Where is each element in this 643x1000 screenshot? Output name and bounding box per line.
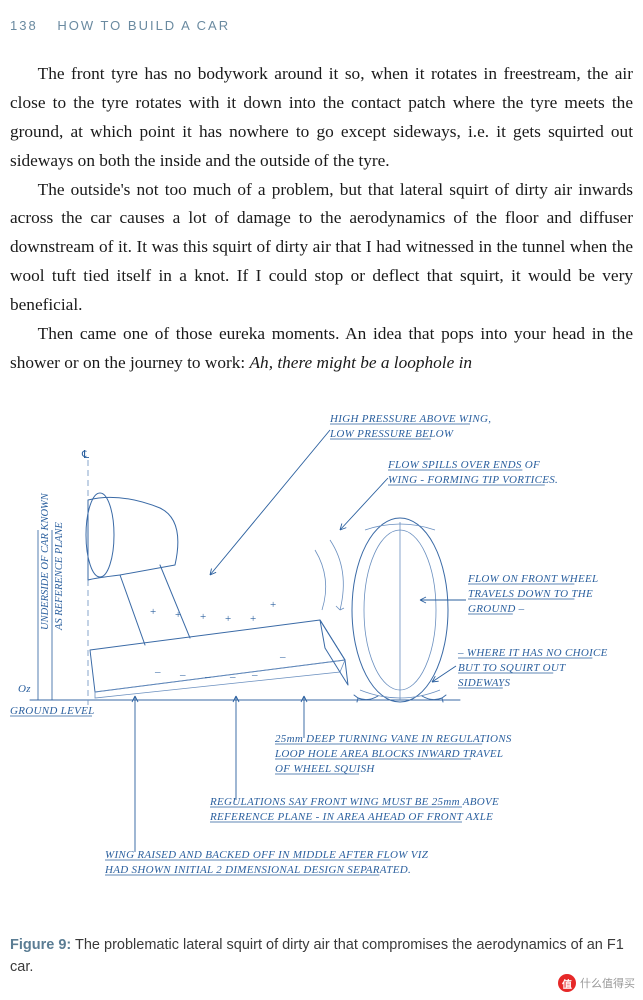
annotation-a5-l2: OF WHEEL SQUISH — [275, 763, 375, 775]
svg-text:+: + — [150, 606, 157, 618]
watermark-text: 什么值得买 — [580, 975, 635, 991]
annotation-a1-l1: LOW PRESSURE BELOW — [329, 428, 454, 440]
annotation-a7-l1: HAD SHOWN INITIAL 2 DIMENSIONAL DESIGN S… — [104, 864, 411, 876]
annotation-a1-l0: HIGH PRESSURE ABOVE WING, — [329, 413, 491, 425]
annotation-a6-l0: REGULATIONS SAY FRONT WING MUST BE 25mm … — [209, 796, 499, 808]
paragraph-1: The front tyre has no bodywork around it… — [10, 60, 633, 176]
annotation-a7-l0: WING RAISED AND BACKED OFF IN MIDDLE AFT… — [105, 849, 429, 861]
figure-caption: Figure 9: The problematic lateral squirt… — [10, 935, 633, 979]
body-text: The front tyre has no bodywork around it… — [10, 60, 633, 378]
figure-9: ℄ UNDERSIDE OF CAR KNOWN AS REFERENCE PL… — [0, 400, 643, 930]
caption-text: The problematic lateral squirt of dirty … — [10, 937, 624, 975]
annotation-a2-l1: WING - FORMING TIP VORTICES. — [388, 474, 558, 486]
svg-text:–: – — [179, 669, 186, 681]
svg-text:+: + — [270, 599, 277, 611]
svg-text:+: + — [225, 613, 232, 625]
paragraph-3: Then came one of those eureka moments. A… — [10, 320, 633, 378]
annotation-a3-l2: GROUND – — [468, 603, 525, 615]
svg-text:+: + — [175, 609, 182, 621]
diagram-svg: ℄ UNDERSIDE OF CAR KNOWN AS REFERENCE PL… — [0, 400, 643, 930]
axis-ref-1: UNDERSIDE OF CAR KNOWN — [40, 492, 51, 630]
annotation-a2-l0: FLOW SPILLS OVER ENDS OF — [387, 459, 540, 471]
annotation-a4-l2: SIDEWAYS — [458, 677, 511, 689]
annotation-a3-l1: TRAVELS DOWN TO THE — [468, 588, 593, 600]
watermark: 值 什么值得买 — [552, 970, 641, 996]
annotation-a4-l0: – WHERE IT HAS NO CHOICE — [457, 647, 608, 659]
svg-text:–: – — [229, 671, 236, 683]
svg-text:+: + — [250, 613, 257, 625]
svg-text:–: – — [279, 651, 286, 663]
figure-number: Figure 9: — [10, 937, 71, 953]
running-head: 138 HOW TO BUILD A CAR — [10, 18, 633, 33]
page-number: 138 — [10, 18, 38, 33]
book-page: 138 HOW TO BUILD A CAR The front tyre ha… — [0, 0, 643, 1000]
annotation-a5-l0: 25mm DEEP TURNING VANE IN REGULATIONS — [275, 733, 512, 745]
annotation-a3-l0: FLOW ON FRONT WHEEL — [467, 573, 598, 585]
svg-text:–: – — [204, 671, 211, 683]
annotation-a6-l1: REFERENCE PLANE - IN AREA AHEAD OF FRONT… — [209, 811, 493, 823]
svg-text:+: + — [200, 611, 207, 623]
ground-label: GROUND LEVEL — [10, 705, 95, 717]
watermark-icon: 值 — [558, 974, 576, 992]
paragraph-2: The outside's not too much of a problem,… — [10, 176, 633, 320]
oz-label: Oz — [18, 683, 31, 695]
annotation-a5-l1: LOOP HOLE AREA BLOCKS INWARD TRAVEL — [274, 748, 503, 760]
annotation-a4-l1: BUT TO SQUIRT OUT — [458, 662, 566, 674]
centerline-symbol: ℄ — [81, 449, 89, 461]
svg-text:–: – — [251, 669, 258, 681]
axis-ref-2: AS REFERENCE PLANE — [54, 522, 65, 631]
running-title: HOW TO BUILD A CAR — [57, 18, 230, 33]
paragraph-3b: Ah, there might be a loophole in — [250, 353, 473, 372]
svg-text:–: – — [154, 666, 161, 678]
